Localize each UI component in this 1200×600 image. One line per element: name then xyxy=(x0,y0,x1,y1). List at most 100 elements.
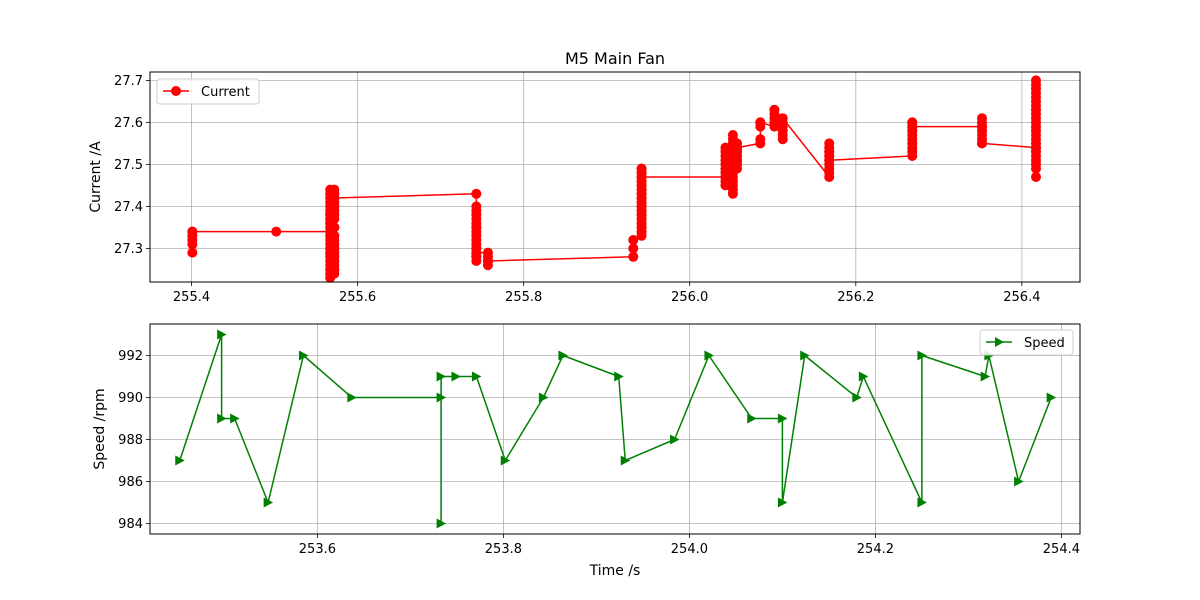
current-data-point xyxy=(329,193,340,203)
speed-data-point xyxy=(436,518,447,529)
speed-data-point xyxy=(852,392,862,403)
current-data-point xyxy=(636,180,647,191)
speed-y-tick-label: 990 xyxy=(118,391,143,406)
speed-x-tick-label: 254.2 xyxy=(857,542,894,557)
current-data-point xyxy=(636,205,647,216)
speed-chart: 253.6 253.8 254.0 254.2 254.4 984 986 988 990 99… xyxy=(92,323,1081,579)
speed-data-point xyxy=(1014,476,1024,487)
current-data-point xyxy=(977,113,988,124)
current-data-point xyxy=(824,138,835,149)
speed-data-point xyxy=(917,497,927,508)
speed-plot-frame xyxy=(149,323,1081,535)
current-data-point xyxy=(777,113,788,124)
current-data-point xyxy=(824,155,835,166)
current-y-tick-label: 27.3 xyxy=(114,242,143,257)
current-data-point xyxy=(329,222,340,233)
speed-data-point xyxy=(670,434,680,445)
current-data-point xyxy=(471,222,482,233)
current-data-point xyxy=(187,226,198,237)
speed-data-point xyxy=(614,371,624,382)
current-data-point xyxy=(329,251,340,262)
speed-y-ticks: 984 986 988 990 992 xyxy=(118,349,150,532)
current-x-tick-label: 255.6 xyxy=(339,290,376,305)
speed-y-axis-label: Speed /rpm xyxy=(92,388,108,469)
speed-data-point xyxy=(217,413,227,424)
current-data-point xyxy=(271,226,282,237)
speed-legend-label: Speed xyxy=(1024,336,1065,351)
current-y-axis-label: Current /A xyxy=(88,141,104,213)
current-plot-frame xyxy=(149,71,1081,283)
current-data-point xyxy=(727,130,738,140)
current-legend-label: Current xyxy=(201,85,250,100)
current-data-point xyxy=(1030,75,1041,86)
current-data-point xyxy=(482,256,493,266)
speed-data-point xyxy=(175,455,185,466)
speed-x-ticks: 253.6 253.8 254.0 254.2 254.4 xyxy=(299,534,1080,557)
current-data-point xyxy=(755,134,766,145)
current-y-tick-label: 27.5 xyxy=(114,158,143,173)
speed-data-point xyxy=(500,455,511,466)
speed-data-point xyxy=(917,350,927,361)
current-chart: M5 Main Fan 255.4 255.6 255.8 256.0 256.2 256… xyxy=(88,49,1081,305)
current-data-point xyxy=(329,184,340,195)
current-y-ticks: 27.3 27.4 27.5 27.6 27.7 xyxy=(114,74,150,257)
speed-data-point xyxy=(436,392,447,403)
speed-legend-marker xyxy=(995,337,1004,347)
speed-data-point xyxy=(777,413,788,424)
speed-data-point xyxy=(436,371,447,382)
current-data-point xyxy=(636,188,647,199)
current-data-point xyxy=(628,243,639,254)
speed-x-tick-label: 254.0 xyxy=(671,542,708,557)
current-x-tick-label: 256.2 xyxy=(837,290,874,305)
current-data-point xyxy=(732,155,743,166)
chart-title: M5 Main Fan xyxy=(565,49,665,68)
current-x-tick-label: 256.0 xyxy=(671,290,708,305)
speed-x-tick-label: 253.6 xyxy=(299,542,336,557)
current-y-tick-label: 27.4 xyxy=(114,200,143,215)
current-legend: Current xyxy=(156,78,260,105)
current-data-point xyxy=(628,251,639,262)
current-data-point xyxy=(1030,172,1041,182)
current-data-point xyxy=(329,268,340,279)
current-data-point xyxy=(187,247,198,258)
current-legend-box xyxy=(156,78,260,105)
current-data-point xyxy=(471,247,482,258)
current-data-point xyxy=(329,209,340,220)
current-data-point xyxy=(471,188,482,199)
current-data-point xyxy=(769,104,780,115)
current-data-point xyxy=(977,138,988,149)
current-y-tick-label: 27.6 xyxy=(114,116,143,131)
speed-data-point xyxy=(263,497,274,508)
current-data-point xyxy=(1030,142,1041,153)
speed-x-tick-label: 253.8 xyxy=(485,542,522,557)
speed-data-point xyxy=(858,371,869,382)
current-data-point xyxy=(628,235,639,245)
speed-data-point xyxy=(558,350,568,361)
current-data-point xyxy=(636,163,647,174)
current-data-point xyxy=(720,142,731,153)
current-data-point xyxy=(907,121,918,132)
current-data-point xyxy=(755,117,766,128)
speed-data-point xyxy=(217,329,227,340)
speed-x-axis-label: Time /s xyxy=(589,563,641,579)
speed-data-point xyxy=(704,350,714,361)
speed-x-tick-label: 254.4 xyxy=(1043,542,1080,557)
current-data-point xyxy=(471,235,482,245)
speed-data-point xyxy=(451,371,461,382)
speed-series-markers xyxy=(175,329,1057,529)
current-data-point xyxy=(720,172,731,182)
current-data-point xyxy=(636,197,647,208)
current-series-markers xyxy=(187,75,1041,283)
current-data-point xyxy=(636,222,647,233)
speed-y-tick-label: 988 xyxy=(118,433,143,448)
speed-data-point xyxy=(747,413,757,424)
speed-data-point xyxy=(1046,392,1057,403)
speed-legend-box xyxy=(979,329,1074,356)
current-x-tick-label: 256.4 xyxy=(1003,290,1040,305)
speed-data-point xyxy=(620,455,631,466)
current-data-point xyxy=(732,142,743,153)
speed-y-tick-label: 992 xyxy=(118,349,143,364)
speed-data-point xyxy=(347,392,357,403)
speed-data-point xyxy=(230,413,240,424)
